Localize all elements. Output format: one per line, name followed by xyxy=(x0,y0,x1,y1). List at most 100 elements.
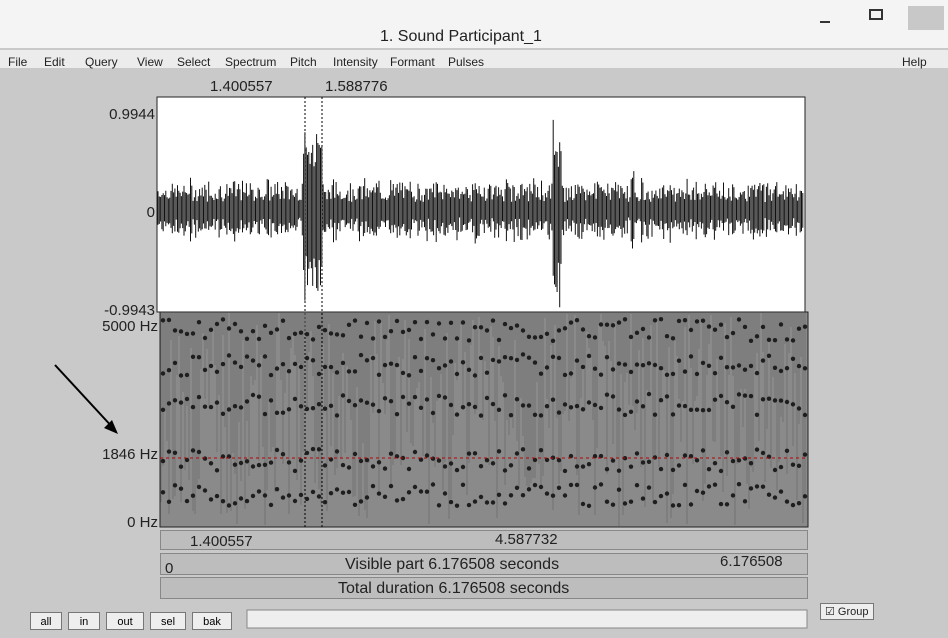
menu-item[interactable]: Help xyxy=(902,55,927,69)
menu-item[interactable]: Intensity xyxy=(333,55,378,69)
formant-dot xyxy=(233,404,237,408)
formant-dot xyxy=(323,328,327,332)
formant-dot xyxy=(527,487,531,491)
menu-item[interactable]: View xyxy=(137,55,163,69)
formant-dot xyxy=(257,395,261,399)
formant-dot xyxy=(401,371,405,375)
formant-dot xyxy=(275,366,279,370)
button[interactable]: all xyxy=(30,612,62,630)
scrollbar[interactable] xyxy=(247,610,807,628)
formant-dot xyxy=(197,355,201,359)
formant-dot xyxy=(677,503,681,507)
menu-item[interactable]: Edit xyxy=(44,55,65,69)
formant-dot xyxy=(239,405,243,409)
formant-dot xyxy=(575,464,579,468)
formant-dot xyxy=(245,499,249,503)
time-bar[interactable] xyxy=(160,530,808,550)
formant-dot xyxy=(515,358,519,362)
formant-dot xyxy=(371,484,375,488)
formant-dot xyxy=(701,408,705,412)
formant-dot xyxy=(173,398,177,402)
formant-dot xyxy=(335,487,339,491)
formant-dot xyxy=(299,404,303,408)
formant-dot xyxy=(473,373,477,377)
formant-dot xyxy=(629,465,633,469)
formant-dot xyxy=(305,497,309,501)
formant-dot xyxy=(563,493,567,497)
formant-dot xyxy=(299,493,303,497)
button[interactable]: in xyxy=(68,612,100,630)
formant-dot xyxy=(293,469,297,473)
formant-dot xyxy=(605,323,609,327)
menu-item[interactable]: Query xyxy=(85,55,118,69)
formant-dot xyxy=(179,487,183,491)
axis-label: 0.9944 xyxy=(55,106,155,123)
formant-dot xyxy=(251,393,255,397)
formant-dot xyxy=(563,326,567,330)
button[interactable]: bak xyxy=(192,612,232,630)
formant-dot xyxy=(569,483,573,487)
formant-dot xyxy=(263,412,267,416)
formant-dot xyxy=(449,359,453,363)
formant-dot xyxy=(263,324,267,328)
formant-dot xyxy=(281,362,285,366)
formant-dot xyxy=(785,366,789,370)
menu-item[interactable]: Formant xyxy=(390,55,435,69)
formant-dot xyxy=(683,404,687,408)
menu-item[interactable]: Select xyxy=(177,55,210,69)
formant-dot xyxy=(737,482,741,486)
formant-dot xyxy=(497,408,501,412)
formant-dot xyxy=(389,362,393,366)
formant-dot xyxy=(485,396,489,400)
formant-dot xyxy=(431,482,435,486)
formant-dot xyxy=(521,328,525,332)
group-checkbox[interactable]: ☑ Group xyxy=(820,603,874,620)
formant-dot xyxy=(521,447,525,451)
menu-item[interactable]: Pitch xyxy=(290,55,317,69)
button[interactable]: sel xyxy=(150,612,186,630)
formant-dot xyxy=(347,323,351,327)
formant-dot xyxy=(371,356,375,360)
formant-dot xyxy=(599,373,603,377)
formant-dot xyxy=(377,491,381,495)
formant-dot xyxy=(605,500,609,504)
formant-dot xyxy=(653,363,657,367)
formant-dot xyxy=(527,403,531,407)
formant-dot xyxy=(641,404,645,408)
formant-dot xyxy=(695,372,699,376)
formant-dot xyxy=(737,458,741,462)
formant-dot xyxy=(767,397,771,401)
formant-dot xyxy=(257,363,261,367)
close-button[interactable] xyxy=(908,6,944,30)
formant-dot xyxy=(467,402,471,406)
formant-dot xyxy=(761,325,765,329)
formant-dot xyxy=(203,488,207,492)
formant-dot xyxy=(287,460,291,464)
menu-item[interactable]: File xyxy=(8,55,27,69)
formant-dot xyxy=(287,407,291,411)
maximize-button[interactable] xyxy=(870,10,882,19)
formant-dot xyxy=(161,408,165,412)
formant-dot xyxy=(713,483,717,487)
formant-dot xyxy=(563,402,567,406)
formant-dot xyxy=(485,371,489,375)
axis-label: 0 xyxy=(55,204,155,221)
formant-dot xyxy=(239,496,243,500)
formant-dot xyxy=(509,463,513,467)
menu-item[interactable]: Pulses xyxy=(448,55,484,69)
formant-dot xyxy=(191,355,195,359)
formant-dot xyxy=(293,397,297,401)
menu-item[interactable]: Spectrum xyxy=(225,55,276,69)
formant-dot xyxy=(353,452,357,456)
formant-dot xyxy=(191,494,195,498)
formant-dot xyxy=(419,406,423,410)
formant-dot xyxy=(197,485,201,489)
button[interactable]: out xyxy=(106,612,144,630)
formant-dot xyxy=(689,354,693,358)
formant-dot xyxy=(485,458,489,462)
formant-dot xyxy=(551,339,555,343)
formant-dot xyxy=(251,358,255,362)
formant-dot xyxy=(653,500,657,504)
formant-dot xyxy=(383,495,387,499)
formant-dot xyxy=(743,499,747,503)
